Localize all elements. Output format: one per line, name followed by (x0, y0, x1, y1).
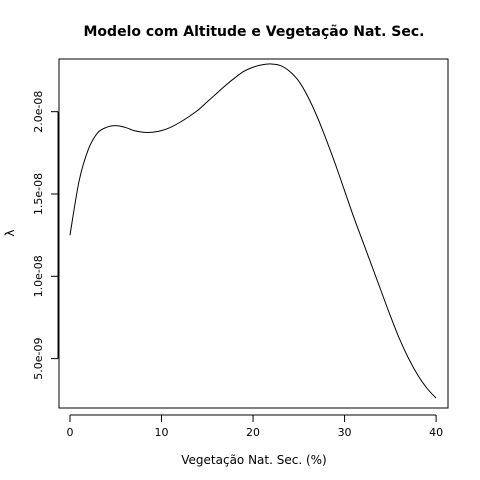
chart-title: Modelo com Altitude e Vegetação Nat. Sec… (84, 24, 425, 40)
y-tick-label: 5.0e-09 (32, 337, 45, 379)
y-tick-label: 1.5e-08 (32, 173, 45, 215)
x-tick-label: 20 (246, 426, 260, 439)
x-axis: 0 10 20 30 40 (66, 414, 443, 439)
x-tick-label: 0 (66, 426, 73, 439)
y-tick-label: 1.0e-08 (32, 255, 45, 297)
y-axis-label: λ (3, 229, 17, 236)
x-tick-label: 40 (429, 426, 443, 439)
y-axis: 5.0e-09 1.0e-08 1.5e-08 2.0e-08 (32, 91, 59, 380)
x-tick-label: 30 (338, 426, 352, 439)
x-tick-label: 10 (155, 426, 169, 439)
y-tick-label: 2.0e-08 (32, 91, 45, 133)
x-axis-label: Vegetação Nat. Sec. (%) (181, 453, 326, 467)
series-line (69, 63, 437, 399)
plot-frame (58, 58, 449, 409)
